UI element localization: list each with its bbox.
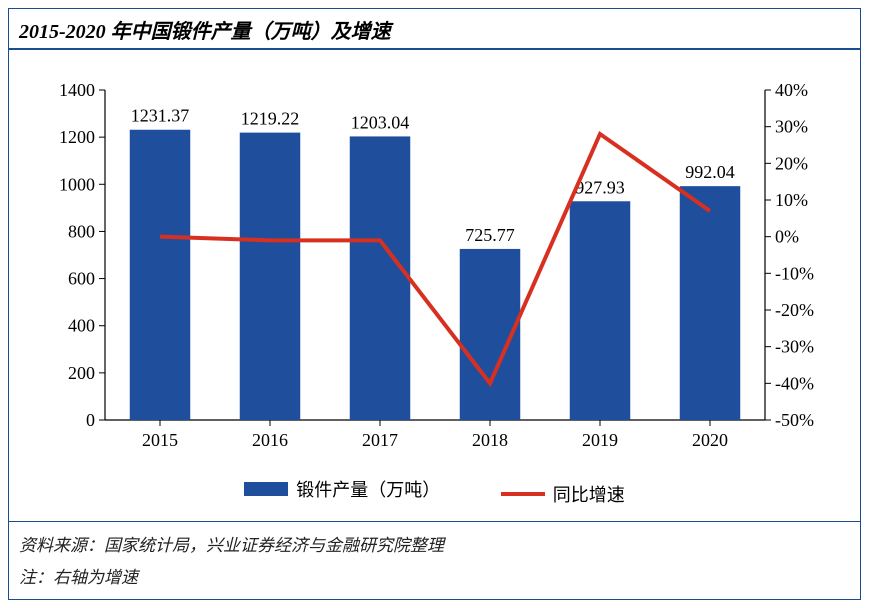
svg-text:600: 600 <box>68 269 95 289</box>
svg-text:-10%: -10% <box>775 263 814 283</box>
legend-bar-label: 锻件产量（万吨） <box>296 476 440 502</box>
svg-text:30%: 30% <box>775 117 808 137</box>
svg-text:2020: 2020 <box>692 430 728 450</box>
svg-text:927.93: 927.93 <box>575 177 625 197</box>
legend-item-line: 同比增速 <box>501 481 625 507</box>
svg-text:2015: 2015 <box>142 430 178 450</box>
svg-text:2016: 2016 <box>252 430 288 450</box>
svg-text:1219.22: 1219.22 <box>240 109 299 129</box>
svg-text:20%: 20% <box>775 153 808 173</box>
legend-bar-swatch <box>244 482 288 496</box>
svg-text:-40%: -40% <box>775 373 814 393</box>
svg-text:1203.04: 1203.04 <box>350 112 409 132</box>
svg-text:2018: 2018 <box>472 430 508 450</box>
svg-text:1231.37: 1231.37 <box>130 106 189 126</box>
chart-legend: 锻件产量（万吨） 同比增速 <box>9 470 860 521</box>
svg-text:0%: 0% <box>775 227 799 247</box>
svg-text:40%: 40% <box>775 80 808 100</box>
chart-svg: 0 200 400 600 800 1000 1200 1400 -50% -40% -30% -20… <box>35 70 835 460</box>
svg-text:1400: 1400 <box>59 80 95 100</box>
chart-plot-area: 0 200 400 600 800 1000 1200 1400 -50% -40% -30% -20… <box>9 50 860 470</box>
svg-text:1200: 1200 <box>59 127 95 147</box>
svg-text:-50%: -50% <box>775 410 814 430</box>
legend-item-bar: 锻件产量（万吨） <box>244 476 440 502</box>
chart-title: 2015-2020 年中国锻件产量（万吨）及增速 <box>9 9 860 50</box>
svg-text:200: 200 <box>68 363 95 383</box>
svg-text:992.04: 992.04 <box>685 162 735 182</box>
legend-line-swatch <box>501 492 545 496</box>
chart-container: 2015-2020 年中国锻件产量（万吨）及增速 0 200 400 600 800 10… <box>8 8 861 600</box>
svg-text:800: 800 <box>68 221 95 241</box>
svg-text:1000: 1000 <box>59 174 95 194</box>
svg-text:0: 0 <box>86 410 95 430</box>
svg-text:10%: 10% <box>775 190 808 210</box>
svg-text:2019: 2019 <box>582 430 618 450</box>
svg-text:725.77: 725.77 <box>465 225 515 245</box>
note-text: 注：右轴为增速 <box>19 562 850 594</box>
svg-text:-20%: -20% <box>775 300 814 320</box>
source-text: 资料来源：国家统计局，兴业证券经济与金融研究院整理 <box>19 530 850 562</box>
legend-line-label: 同比增速 <box>553 481 625 507</box>
svg-text:-30%: -30% <box>775 337 814 357</box>
svg-text:400: 400 <box>68 316 95 336</box>
svg-text:2017: 2017 <box>362 430 398 450</box>
